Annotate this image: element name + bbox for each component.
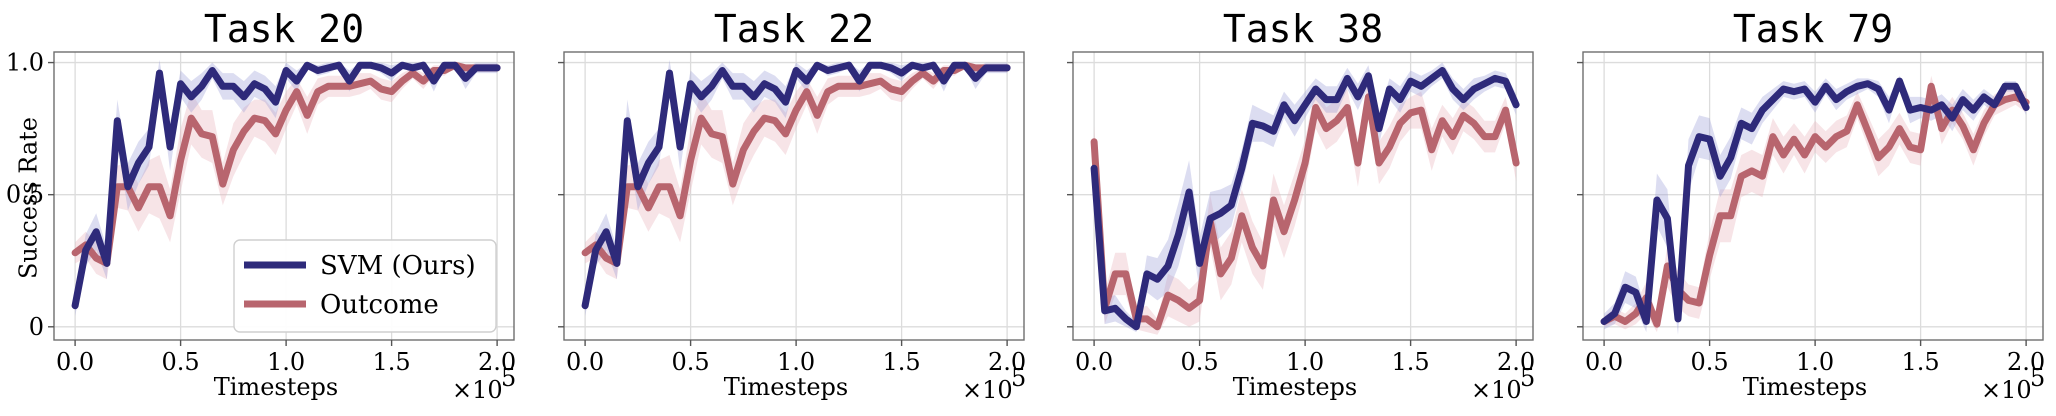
- x-tick-label: 2.0: [988, 348, 1026, 376]
- panel-title: Task 22: [714, 7, 874, 51]
- x-scale-exponent: 5: [501, 364, 516, 392]
- x-tick-label: 1.5: [1902, 348, 1940, 376]
- series-line-outcome: [581, 61, 1011, 267]
- x-tick-label: 0.5: [1691, 348, 1729, 376]
- x-tick-label: 0.5: [672, 348, 710, 376]
- x-scale-multiplier: ×10: [1471, 376, 1522, 404]
- x-tick-label: 0.0: [56, 348, 94, 376]
- panel-title: Task 20: [204, 7, 364, 51]
- series-line-svm: [1090, 67, 1520, 331]
- x-tick-label: 1.5: [373, 348, 411, 376]
- legend-label-outcome: Outcome: [320, 290, 439, 320]
- panel-1: 0.0 0.5 1.0 1.5 2.0 0 0.5 1.0 Task 20 Timesteps ×1…: [6, 7, 516, 404]
- series-line-outcome: [1090, 93, 1520, 331]
- x-tick-label: 0.0: [566, 348, 604, 376]
- chart-panels: 0.0 0.5 1.0 1.5 2.0 0 0.5 1.0 Task 20 Timesteps ×1…: [6, 7, 2045, 404]
- x-tick-label: 1.0: [267, 348, 305, 376]
- x-scale-exponent: 5: [2030, 364, 2045, 392]
- x-axis-label: Timesteps: [724, 373, 849, 401]
- x-tick-label: 2.0: [478, 348, 516, 376]
- y-tick-label: 0.5: [6, 181, 44, 209]
- x-tick-label: 0.5: [162, 348, 200, 376]
- x-axis-label: Timesteps: [1743, 373, 1868, 401]
- plot-frame: [563, 51, 1025, 341]
- x-tick-label: 0.0: [1585, 348, 1623, 376]
- x-tick-label: 0.0: [1075, 348, 1113, 376]
- panel-4: 0.0 0.5 1.0 1.5 2.0 Task 79 Timesteps ×105: [1577, 7, 2045, 404]
- x-tick-label: 2.0: [1497, 348, 1535, 376]
- x-axis-label: Timesteps: [1233, 373, 1358, 401]
- x-tick-label: 1.0: [1286, 348, 1324, 376]
- panel-title: Task 79: [1733, 7, 1893, 51]
- x-tick-label: 1.0: [777, 348, 815, 376]
- plot-frame: [53, 51, 515, 341]
- plot-frame: [1582, 51, 2044, 341]
- plot-frame: [1072, 51, 1534, 341]
- x-scale-multiplier: ×10: [452, 376, 503, 404]
- series-line-svm: [581, 61, 1011, 310]
- y-tick-label: 1.0: [6, 49, 44, 77]
- panel-title: Task 38: [1223, 7, 1383, 51]
- panel-2: 0.0 0.5 1.0 1.5 2.0 Task 22 Timesteps ×105: [558, 7, 1026, 404]
- plot-area: [1073, 52, 1533, 340]
- x-scale-multiplier: ×10: [1981, 376, 2032, 404]
- series-line-svm: [71, 61, 501, 310]
- legend: SVM (Ours) Outcome: [233, 239, 497, 333]
- x-tick-label: 1.5: [1392, 348, 1430, 376]
- y-tick-label: 0: [29, 313, 44, 341]
- x-scale-multiplier: ×10: [962, 376, 1013, 404]
- legend-label-svm: SVM (Ours): [320, 251, 476, 281]
- series-line-outcome: [71, 61, 501, 267]
- x-scale-exponent: 5: [1520, 364, 1535, 392]
- panel-3: 0.0 0.5 1.0 1.5 2.0 Task 38 Timesteps ×105: [1067, 7, 1535, 404]
- x-tick-label: 0.5: [1181, 348, 1219, 376]
- x-tick-label: 2.0: [2007, 348, 2045, 376]
- x-scale-exponent: 5: [1011, 364, 1026, 392]
- x-tick-label: 1.5: [883, 348, 921, 376]
- series-line-svm: [1600, 77, 2030, 325]
- x-axis-label: Timesteps: [214, 373, 339, 401]
- y-axis-label: Success Rate: [15, 117, 43, 279]
- x-tick-label: 1.0: [1796, 348, 1834, 376]
